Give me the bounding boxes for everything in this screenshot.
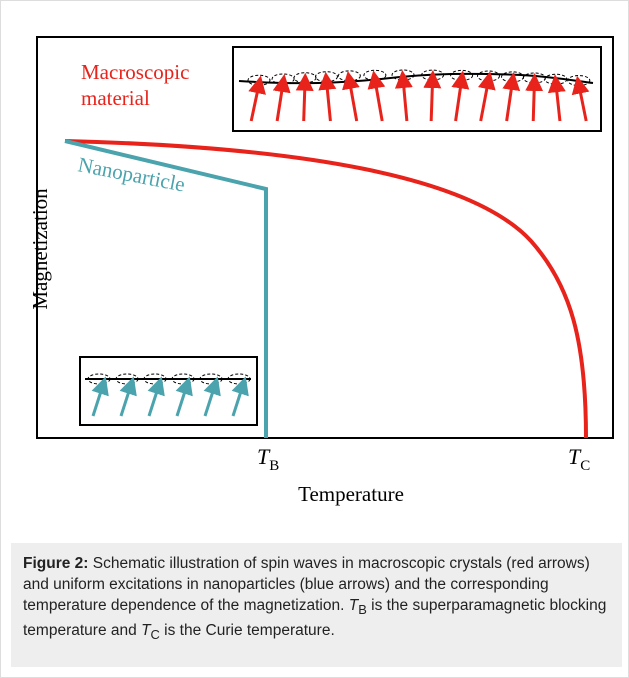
- nanoparticle-inset: [79, 356, 258, 426]
- spin-arrow: [394, 70, 413, 122]
- symbol: T: [141, 622, 151, 640]
- plot-frame: [36, 36, 614, 439]
- spin-arrow: [502, 71, 521, 122]
- spin-arrow: [571, 75, 590, 122]
- spin-arrow: [295, 72, 314, 122]
- macroscopic-inset: [232, 46, 602, 132]
- caption-text: Schematic illustration of spin waves in …: [23, 555, 590, 614]
- subscript: C: [150, 627, 160, 643]
- tb-marker: TB: [257, 444, 279, 474]
- spin-arrow: [318, 71, 337, 122]
- spin-arrow: [91, 376, 109, 417]
- spin-arrow: [477, 71, 496, 122]
- caption-label: Figure 2:: [23, 555, 89, 572]
- spin-arrow: [272, 74, 291, 122]
- nanoparticle-curve: [64, 139, 268, 438]
- macroscopic-label: material: [81, 86, 150, 110]
- symbol: T: [257, 444, 271, 469]
- subscript: C: [580, 458, 590, 474]
- spin-arrow: [451, 70, 470, 122]
- figure: Macroscopic material Nanoparticle Magnet…: [28, 36, 614, 506]
- macroscopic-label: Macroscopic: [81, 60, 189, 84]
- spin-arrow: [367, 70, 386, 122]
- spin-arrow: [119, 376, 137, 417]
- symbol: T: [568, 444, 582, 469]
- spin-arrow: [547, 74, 566, 122]
- spin-arrow: [147, 376, 165, 417]
- spin-arrow: [175, 376, 193, 417]
- subscript: B: [358, 602, 367, 618]
- nanoparticle-label: Nanoparticle: [76, 152, 187, 196]
- spin-arrow: [423, 70, 442, 122]
- spin-arrow: [231, 376, 249, 417]
- spin-arrow: [525, 72, 544, 122]
- spin-arrow: [342, 70, 360, 122]
- spin-arrow: [203, 376, 221, 417]
- caption: Figure 2: Schematic illustration of spin…: [11, 543, 622, 667]
- macroscopic-curve: [64, 139, 588, 439]
- tc-marker: TC: [568, 444, 590, 474]
- symbol: T: [348, 597, 359, 614]
- subscript: B: [269, 458, 279, 474]
- y-axis-label: Magnetization: [28, 188, 52, 310]
- spin-arrow: [248, 75, 266, 122]
- caption-text: is the Curie temperature.: [164, 622, 335, 640]
- caption-text: is the superparamagnetic blocking temper…: [23, 597, 607, 640]
- x-axis-label: Temperature: [298, 482, 404, 506]
